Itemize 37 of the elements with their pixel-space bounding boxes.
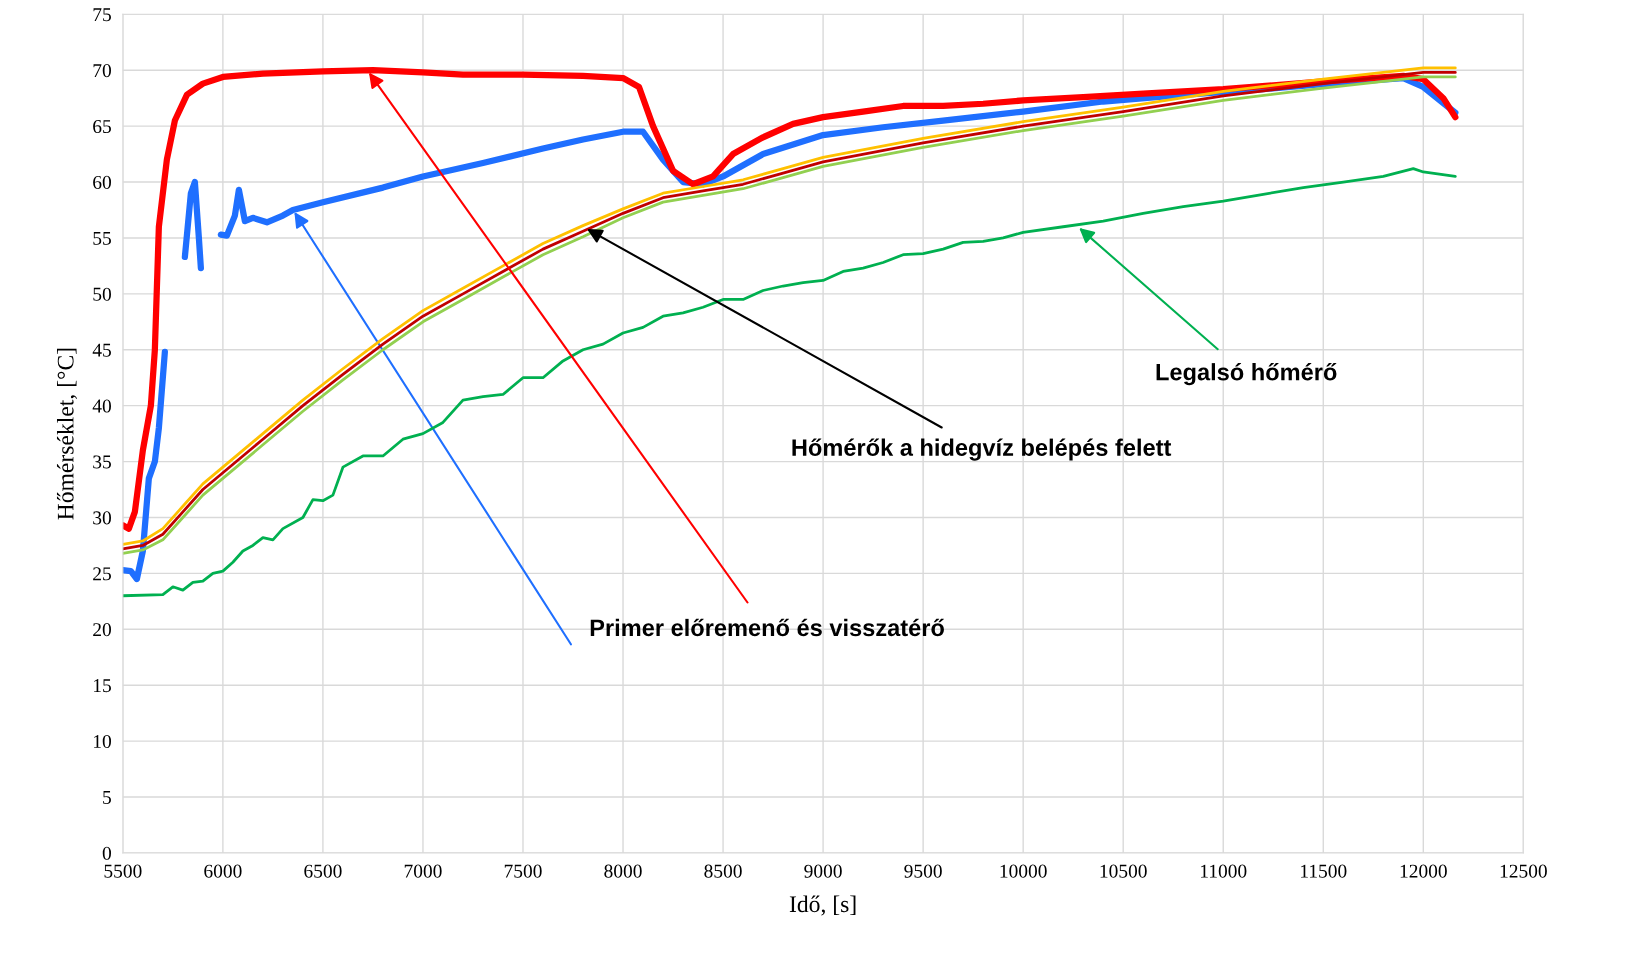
x-tick-label: 7500 [504, 864, 542, 878]
y-tick-label: 25 [93, 567, 111, 581]
x-tick-label: 9000 [804, 864, 842, 878]
x-tick-label: 8000 [604, 864, 642, 878]
y-tick-label: 45 [92, 343, 111, 357]
y-tick-label: 20 [93, 623, 111, 637]
x-tick-label: 5500 [104, 864, 142, 878]
y-tick-label: 10 [94, 734, 111, 749]
y-tick-label: 75 [93, 8, 111, 22]
x-tick-label: 11000 [1201, 864, 1247, 878]
x-tick-label: 8500 [704, 864, 742, 878]
x-tick-label: 6000 [204, 864, 242, 878]
y-tick-label: 35 [93, 455, 111, 469]
x-tick-label: 7000 [404, 864, 442, 878]
y-tick-label: 15 [94, 679, 111, 693]
x-tick-label: 9500 [904, 864, 942, 878]
y-axis-title: Hőmérséklet, [°C] [56, 348, 78, 520]
x-tick-label: 12000 [1400, 864, 1447, 878]
annotation: Primer előremenő és visszatérő [590, 618, 944, 637]
y-tick-label: 50 [93, 287, 111, 301]
x-tick-label: 6500 [304, 864, 342, 878]
x-axis-title: Idő, [s] [789, 895, 856, 916]
y-tick-label: 5 [103, 791, 111, 804]
annotation: Hőmérők a hidegvíz belépés felett [792, 438, 1172, 461]
x-tick-label: 11500 [1301, 864, 1347, 878]
y-tick-label: 40 [92, 399, 111, 413]
y-tick-label: 65 [93, 119, 111, 134]
annotation: Legalsó hőmérő [1156, 362, 1337, 386]
y-tick-label: 60 [93, 175, 111, 189]
y-tick-label: 70 [93, 64, 111, 78]
line-series [122, 167, 1457, 598]
y-tick-label: 55 [93, 231, 111, 245]
y-tick-label: 0 [102, 846, 111, 860]
y-tick-label: 30 [93, 511, 111, 525]
x-tick-label: 10500 [1100, 864, 1147, 878]
x-tick-label: 12500 [1500, 864, 1547, 878]
x-tick-label: 10000 [1000, 864, 1047, 878]
